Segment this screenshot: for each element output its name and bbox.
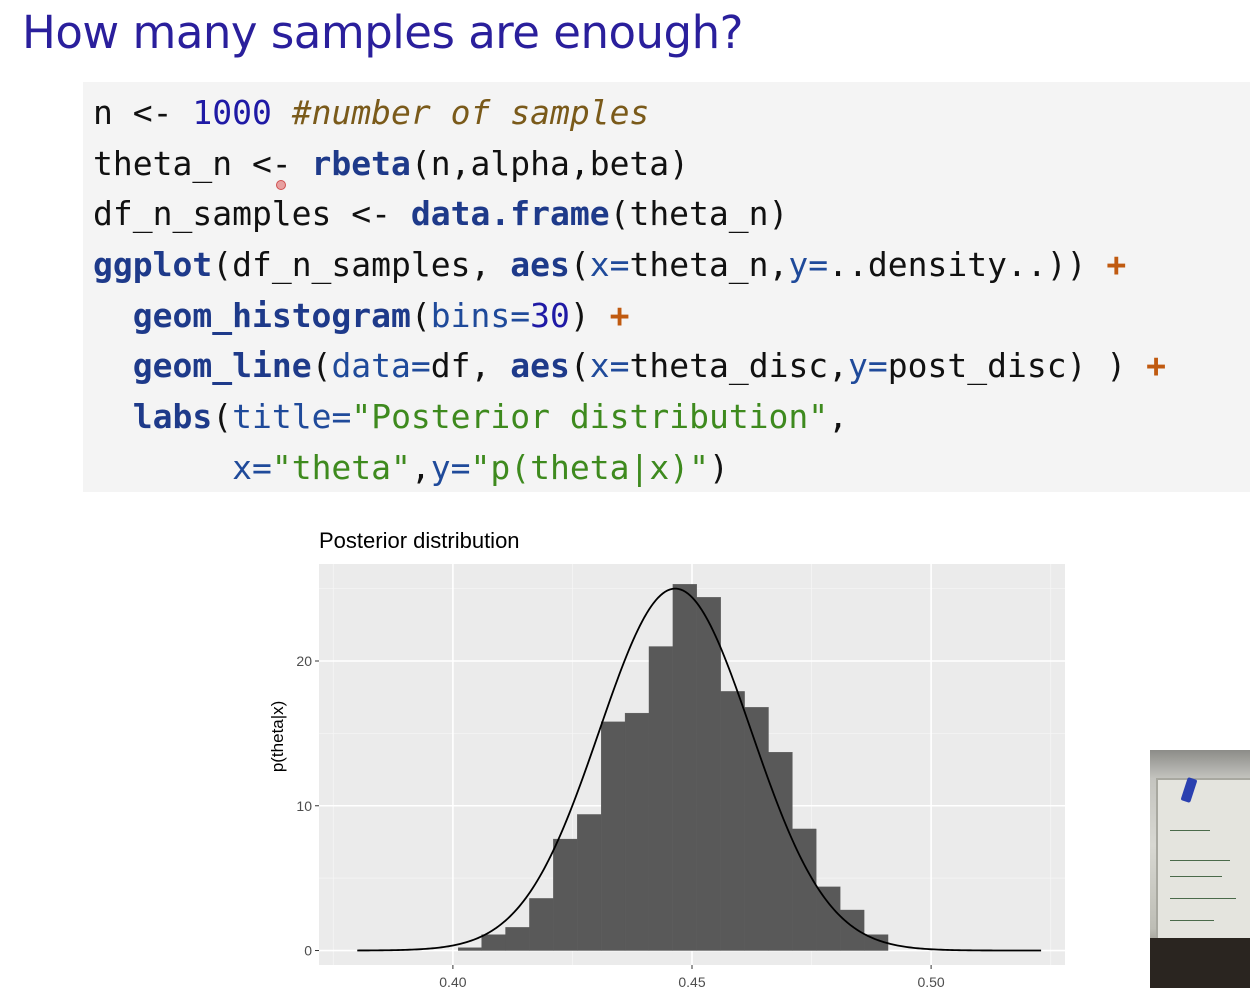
code-token: ..density..)) [828,245,1107,285]
code-token: , [410,447,431,487]
histogram-bar [768,752,793,951]
desk [1150,938,1250,988]
x-tick-label: 0.45 [678,974,705,988]
code-token: + [1106,245,1127,285]
code-token: ggplot [93,245,213,285]
code-token: aes [510,346,570,386]
code-line: x="theta",y="p(theta|x)") [93,443,1250,494]
code-token: 30 [530,295,570,335]
code-token: x= [589,245,630,285]
x-tick-label: 0.50 [917,974,944,988]
y-tick-label: 0 [304,943,312,959]
chart-title: Posterior distribution [319,528,520,553]
code-token: data.frame [410,194,610,234]
slide-title: How many samples are enough? [22,6,744,59]
pointer-dot [276,180,286,190]
histogram-bar [481,934,506,951]
code-token: ) [569,295,610,335]
posterior-curve [357,587,1042,952]
code-block: n <- 1000 #number of samples theta_n <- r… [83,82,1250,492]
code-token: aes [510,245,570,285]
posterior-chart: 0 10 20 0.40 0.45 0.50 Posterior distribution p… [250,520,1080,988]
code-token: theta_n <- [93,143,312,183]
code-token: x= [589,346,630,386]
code-token: y= [430,447,471,487]
code-token: "p(theta|x)" [470,447,709,487]
code-token: geom_line [132,346,312,386]
webcam-thumbnail [1150,750,1250,988]
code-token: #number of samples [291,93,650,132]
code-token [93,397,133,436]
histogram-bar [696,597,721,951]
code-line: geom_line(data=df, aes(x=theta_disc,y=po… [93,341,1250,392]
chart-svg: 0 10 20 0.40 0.45 0.50 Posterior distribution p… [268,528,1065,988]
code-line: geom_histogram(bins=30) + [93,291,1250,342]
code-line: ggplot(df_n_samples, aes(x=theta_n,y=..d… [93,240,1250,291]
code-token: title= [232,397,352,437]
code-token: bins= [430,295,531,335]
code-token: ( [410,295,431,335]
histogram-bar [553,838,578,951]
code-token: + [609,295,630,335]
code-token: ( [212,397,233,437]
histogram-bar [840,909,865,951]
code-token: ( [311,346,332,386]
code-token: (theta_n) [609,194,789,234]
code-token: (df_n_samples, [212,245,511,285]
histogram-bar [577,814,602,951]
code-token: theta_disc, [629,346,849,386]
code-token: 1000 [192,93,272,132]
code-token: + [1146,346,1166,386]
histogram-bar [529,898,554,951]
code-token: data= [331,346,431,386]
y-tick-label: 10 [296,798,312,814]
code-line: theta_n <- rbeta(n,alpha,beta) [93,139,1250,190]
histogram-bar [816,886,841,951]
code-token [272,93,292,132]
code-line: labs(title="Posterior distribution", [93,392,1250,443]
code-line: n <- 1000 #number of samples [93,88,1250,139]
code-token: rbeta [311,143,411,183]
code-token: ( [569,245,590,285]
code-token: x= [232,447,272,487]
code-line: df_n_samples <- data.frame(theta_n) [93,189,1250,240]
histogram-bar [505,927,530,951]
code-token: , [828,397,849,437]
code-token [93,296,133,335]
code-token: labs [132,397,213,437]
histogram-bar [600,721,626,951]
x-tick-label: 0.40 [439,974,466,988]
code-token: theta_n, [629,245,789,285]
code-token: y= [788,245,829,285]
histogram-bar [672,584,697,951]
code-token: df_n_samples <- [93,194,411,234]
code-token: ( [569,346,590,386]
histogram-bar [648,646,674,951]
code-token: n <- [93,93,193,132]
code-token: "Posterior distribution" [351,397,829,437]
code-token: (n,alpha,beta) [410,143,690,183]
whiteboard [1156,778,1250,942]
code-token [93,448,232,487]
histogram-bar [720,691,745,951]
code-token: y= [848,346,888,386]
histogram-bar [458,947,482,951]
code-token [93,346,133,385]
code-token: "theta" [271,447,411,487]
y-tick-label: 20 [296,653,312,669]
code-token: df, [430,346,511,386]
y-axis-label: p(theta|x) [268,701,287,773]
histogram-bar [624,712,650,951]
code-token: geom_histogram [132,295,411,335]
code-token: post_disc) ) [887,346,1147,386]
code-token: ) [708,447,729,487]
